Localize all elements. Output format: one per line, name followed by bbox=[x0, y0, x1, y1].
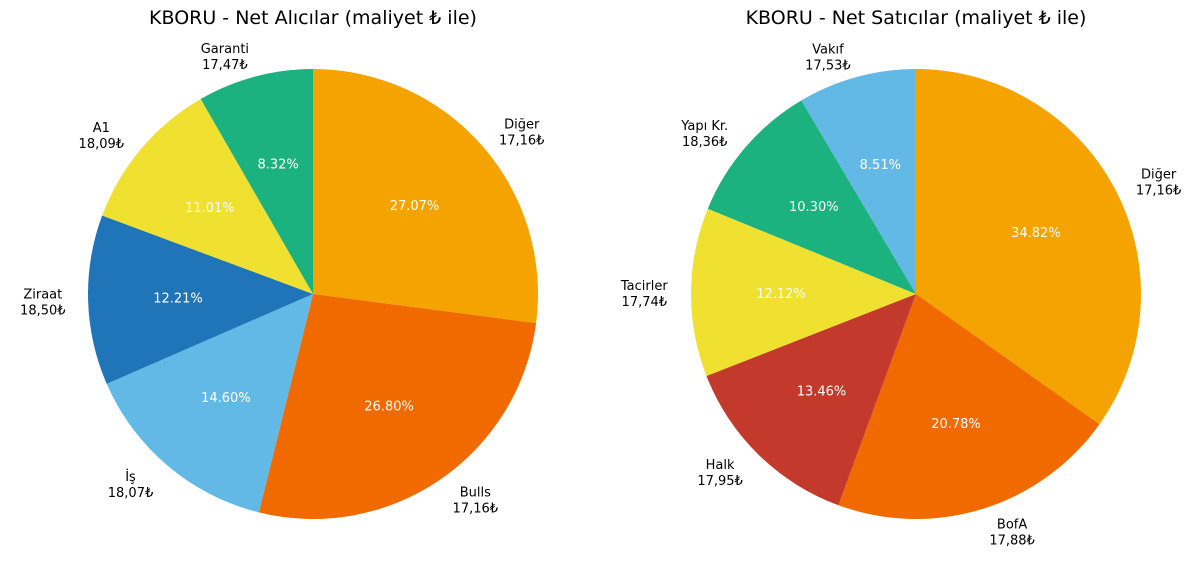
slice-diger bbox=[916, 69, 1141, 425]
slice-name-yapi-kr: Yapı Kr. bbox=[680, 119, 728, 134]
slice-cost-garanti: 17,47₺ bbox=[202, 58, 248, 73]
slice-cost-diger: 17,16₺ bbox=[499, 134, 545, 149]
chart-net-buyers: KBORU - Net Alıcılar (maliyet ₺ ile) 27.… bbox=[20, 7, 544, 519]
slice-cost-is: 18,07₺ bbox=[108, 486, 154, 501]
pct-label-garanti: 8.32% bbox=[257, 158, 298, 173]
pct-label-vakif: 8.51% bbox=[860, 158, 901, 173]
slice-ziraat bbox=[87, 215, 313, 384]
slice-name-bofa: BofA bbox=[997, 517, 1027, 532]
slice-name-tacirler: Tacirler bbox=[620, 279, 668, 294]
slice-bofa bbox=[838, 294, 1100, 519]
chart-net-sellers: KBORU - Net Satıcılar (maliyet ₺ ile) 34… bbox=[620, 7, 1181, 548]
pct-label-tacirler: 12.12% bbox=[756, 287, 806, 302]
pct-label-diger: 27.07% bbox=[390, 199, 440, 214]
pct-label-is: 14.60% bbox=[201, 391, 251, 406]
outer-label-diger: Diğer 17,16₺ bbox=[1136, 167, 1182, 198]
slice-cost-vakif: 17,53₺ bbox=[805, 58, 851, 73]
slice-a1 bbox=[102, 99, 313, 294]
slice-bulls bbox=[258, 294, 537, 519]
chart-title-net-buyers: KBORU - Net Alıcılar (maliyet ₺ ile) bbox=[149, 7, 477, 29]
pct-label-halk: 13.46% bbox=[797, 384, 847, 399]
slice-vakif bbox=[801, 69, 916, 294]
slice-tacirler bbox=[690, 208, 916, 376]
slice-cost-ziraat: 18,50₺ bbox=[20, 304, 66, 319]
slice-name-ziraat: Ziraat bbox=[23, 288, 62, 303]
outer-label-bulls: Bulls 17,16₺ bbox=[453, 485, 499, 516]
outer-label-is: İş 18,07₺ bbox=[108, 469, 154, 501]
outer-label-yapi-kr: Yapı Kr. 18,36₺ bbox=[680, 119, 728, 150]
slice-name-is: İş bbox=[125, 469, 136, 485]
slice-diger bbox=[313, 69, 538, 324]
outer-label-bofa: BofA 17,88₺ bbox=[989, 517, 1035, 548]
pct-label-diger: 34.82% bbox=[1011, 226, 1061, 241]
outer-label-garanti: Garanti 17,47₺ bbox=[201, 42, 249, 73]
pie-net-buyers: 27.07%Diğer 17,16₺26.80%Bulls 17,16₺14.60%… bbox=[20, 42, 544, 519]
slice-name-diger: Diğer bbox=[504, 118, 540, 133]
pct-label-bulls: 26.80% bbox=[364, 400, 414, 415]
slice-cost-bulls: 17,16₺ bbox=[453, 501, 499, 516]
chart-title-net-sellers: KBORU - Net Satıcılar (maliyet ₺ ile) bbox=[746, 7, 1087, 29]
outer-label-tacirler: Tacirler 17,74₺ bbox=[620, 279, 668, 310]
outer-label-diger: Diğer 17,16₺ bbox=[499, 118, 545, 149]
pct-label-bofa: 20.78% bbox=[931, 417, 981, 432]
slice-name-bulls: Bulls bbox=[460, 485, 491, 500]
slice-name-diger: Diğer bbox=[1141, 167, 1177, 182]
outer-label-a1: A1 18,09₺ bbox=[79, 121, 125, 152]
slice-cost-diger: 17,16₺ bbox=[1136, 183, 1182, 198]
slice-name-vakif: Vakıf bbox=[812, 42, 844, 57]
pct-label-a1: 11.01% bbox=[185, 201, 235, 216]
slice-cost-a1: 18,09₺ bbox=[79, 137, 125, 152]
slice-cost-halk: 17,95₺ bbox=[697, 474, 743, 489]
outer-label-ziraat: Ziraat 18,50₺ bbox=[20, 288, 66, 319]
slice-name-halk: Halk bbox=[706, 458, 735, 473]
slice-cost-yapi-kr: 18,36₺ bbox=[682, 135, 728, 150]
slice-cost-bofa: 17,88₺ bbox=[989, 533, 1035, 548]
slice-garanti bbox=[200, 69, 313, 294]
pct-label-yapi-kr: 10.30% bbox=[789, 200, 839, 215]
slice-is bbox=[106, 294, 314, 513]
slice-name-a1: A1 bbox=[93, 121, 110, 136]
pct-label-ziraat: 12.21% bbox=[153, 292, 203, 307]
slice-halk bbox=[706, 294, 916, 506]
slice-yapi-kr bbox=[707, 100, 916, 294]
outer-label-halk: Halk 17,95₺ bbox=[697, 458, 743, 489]
slice-cost-tacirler: 17,74₺ bbox=[622, 295, 668, 310]
outer-label-vakif: Vakıf 17,53₺ bbox=[805, 42, 851, 73]
pie-net-sellers: 34.82% Diğer 17,16₺ 20.78% BofA 17,88₺ 13.46% H… bbox=[620, 42, 1181, 548]
slice-name-garanti: Garanti bbox=[201, 42, 249, 57]
